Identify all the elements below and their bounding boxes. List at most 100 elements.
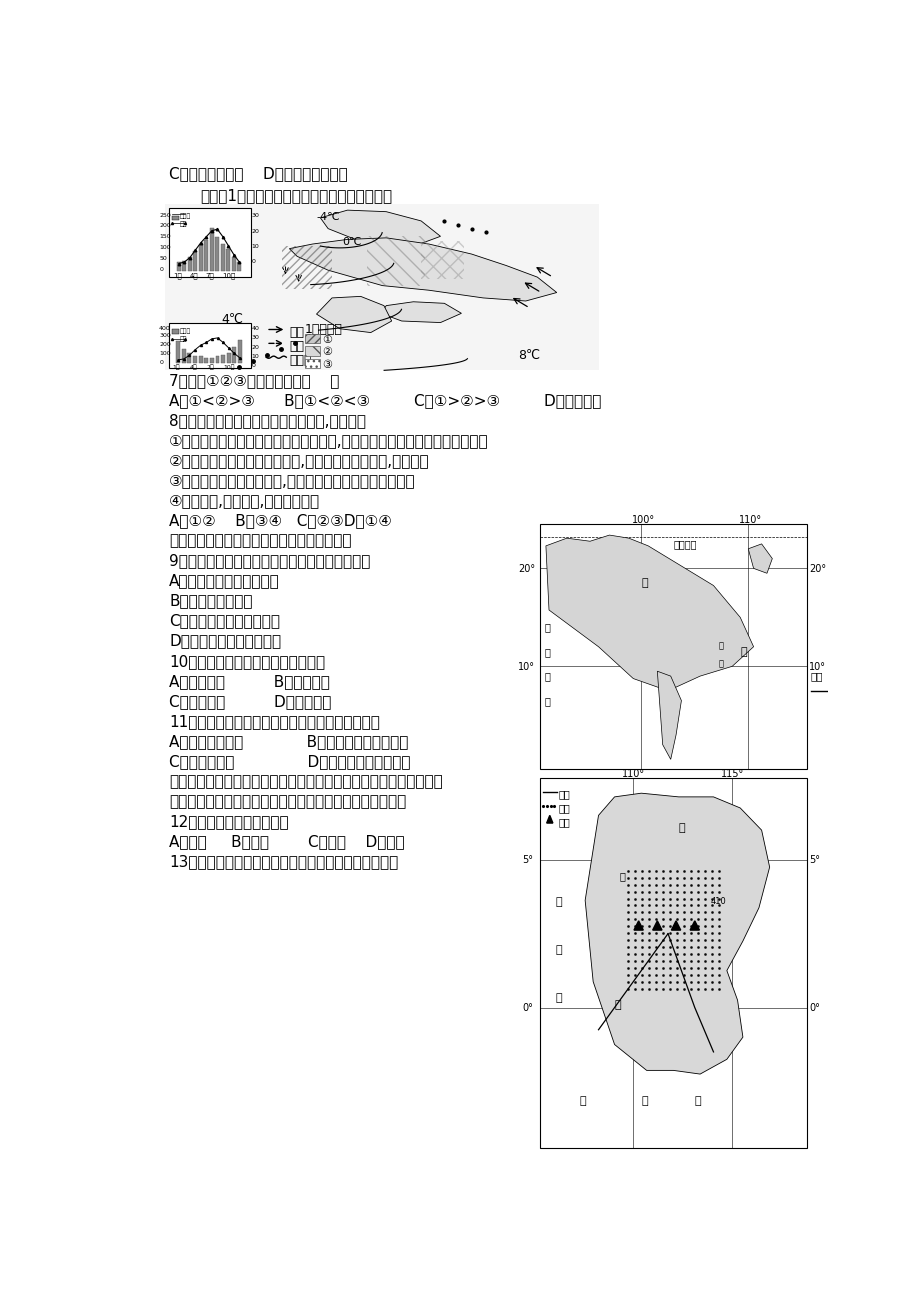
Polygon shape <box>289 238 556 301</box>
Text: 10°: 10° <box>809 661 825 672</box>
Text: D．东南信风带来丰沛水汽: D．东南信风带来丰沛水汽 <box>169 634 281 648</box>
Bar <box>204 241 208 271</box>
Text: ②濑户内海沿岸由于地形的影响,无论是夏季还是冬季,降水都少: ②濑户内海沿岸由于地形的影响,无论是夏季还是冬季,降水都少 <box>169 453 429 469</box>
Bar <box>169 208 250 277</box>
Text: 0°: 0° <box>522 1003 533 1013</box>
Text: -4℃: -4℃ <box>316 212 340 221</box>
Text: 10: 10 <box>251 243 259 249</box>
Bar <box>215 357 220 362</box>
Text: 100: 100 <box>159 245 171 250</box>
Polygon shape <box>652 921 662 930</box>
Text: 0: 0 <box>251 363 255 367</box>
Polygon shape <box>747 544 771 573</box>
Text: 20°: 20° <box>517 564 535 574</box>
Text: 4℃: 4℃ <box>221 314 243 327</box>
Text: 爪: 爪 <box>579 1096 585 1107</box>
Text: 气温: 气温 <box>180 221 187 227</box>
Text: 10月: 10月 <box>221 272 235 279</box>
Bar <box>539 779 806 1148</box>
Text: 200: 200 <box>159 342 171 348</box>
Text: 40: 40 <box>251 326 259 331</box>
Text: 0: 0 <box>251 259 255 264</box>
Text: 1月: 1月 <box>173 272 181 279</box>
Text: 12．岛上地势最低的区域是: 12．岛上地势最低的区域是 <box>169 814 289 829</box>
Text: 400: 400 <box>159 326 171 331</box>
Bar <box>539 525 806 769</box>
Bar <box>421 241 463 280</box>
Bar <box>204 358 208 362</box>
Text: 北回归线: 北回归线 <box>673 539 696 549</box>
Text: 乙: 乙 <box>641 578 647 589</box>
Text: 200: 200 <box>159 223 171 228</box>
Polygon shape <box>316 297 391 332</box>
Text: 4月: 4月 <box>189 272 198 279</box>
Text: 20: 20 <box>251 345 259 350</box>
Bar <box>304 346 320 355</box>
Text: 110°: 110° <box>738 516 761 525</box>
Text: 30: 30 <box>251 335 259 340</box>
Text: 降水量: 降水量 <box>180 328 191 335</box>
Text: ①受海陆位置、季风和洋流等因素的影响,亚热带季风气候北界的纬度比我国高: ①受海陆位置、季风和洋流等因素的影响,亚热带季风气候北界的纬度比我国高 <box>169 434 488 448</box>
Bar <box>182 260 187 271</box>
Text: 0℃: 0℃ <box>342 237 361 247</box>
Polygon shape <box>320 210 440 246</box>
Text: 1月: 1月 <box>173 365 180 370</box>
Text: 气温: 气温 <box>180 336 187 342</box>
Text: 150: 150 <box>159 234 171 240</box>
Text: A．①<②>③      B．①<②<③         C．①>②>③         D．不能确定: A．①<②>③ B．①<②<③ C．①>②>③ D．不能确定 <box>169 393 601 409</box>
Text: 南: 南 <box>678 823 685 833</box>
Bar <box>169 323 250 368</box>
Bar <box>193 357 197 362</box>
Text: 100: 100 <box>159 352 171 355</box>
Bar <box>210 358 213 362</box>
Bar <box>221 355 225 362</box>
Text: C．生产规模大               D．粮食单位面积产量高: C．生产规模大 D．粮食单位面积产量高 <box>169 754 410 768</box>
Text: 7．图例①②③的数值关系是（    ）: 7．图例①②③的数值关系是（ ） <box>169 374 339 388</box>
Polygon shape <box>545 535 753 691</box>
Bar <box>237 263 241 271</box>
Text: 8．下列关于日本区域地理特征的说法,正确的是: 8．下列关于日本区域地理特征的说法,正确的是 <box>169 414 366 428</box>
Text: 甲: 甲 <box>740 647 746 656</box>
Text: 爪: 爪 <box>555 897 562 906</box>
Bar <box>193 250 197 271</box>
Text: 10．甲地地貌形成的外力作用主要是: 10．甲地地貌形成的外力作用主要是 <box>169 654 325 669</box>
Text: 0: 0 <box>159 267 163 272</box>
Text: 5°: 5° <box>522 855 533 865</box>
Text: 50: 50 <box>159 256 166 262</box>
Text: 寒流: 寒流 <box>289 340 304 353</box>
Text: 10月: 10月 <box>223 365 234 370</box>
Text: 泰: 泰 <box>718 642 723 651</box>
Text: ③: ③ <box>323 359 333 370</box>
Bar <box>199 245 202 271</box>
Text: ④河流众多,降水丰富,内河航运发达: ④河流众多,降水丰富,内河航运发达 <box>169 493 320 509</box>
Text: ①: ① <box>323 335 333 345</box>
Text: 等温线: 等温线 <box>289 354 312 367</box>
Text: 河流: 河流 <box>810 672 823 681</box>
Text: 曼: 曼 <box>544 672 550 681</box>
Bar <box>226 249 230 271</box>
Text: A．①②    B．③④   C．②③D．①④: A．①② B．③④ C．②③D．①④ <box>169 513 391 529</box>
Bar <box>227 353 231 362</box>
Polygon shape <box>671 921 680 930</box>
Polygon shape <box>546 815 552 823</box>
Text: A．盛行西风受到地形抬升: A．盛行西风受到地形抬升 <box>169 574 279 589</box>
Text: 10°: 10° <box>517 661 535 672</box>
Text: 暖流: 暖流 <box>289 327 304 340</box>
Bar <box>176 341 180 362</box>
Bar <box>171 329 179 335</box>
Bar <box>238 340 242 362</box>
Bar <box>233 348 236 362</box>
Bar <box>171 216 179 220</box>
Bar <box>367 237 425 286</box>
Text: 7月: 7月 <box>206 365 214 370</box>
Text: 沼泽: 沼泽 <box>558 803 570 812</box>
Polygon shape <box>689 921 698 930</box>
Polygon shape <box>657 672 681 759</box>
Text: A．东部     B．北部        C．中部    D．南部: A．东部 B．北部 C．中部 D．南部 <box>169 833 404 849</box>
Text: 5°: 5° <box>809 855 820 865</box>
Text: 哇: 哇 <box>555 945 562 954</box>
Text: 10: 10 <box>251 354 259 358</box>
Text: ②: ② <box>323 348 333 357</box>
Text: 1月降水量: 1月降水量 <box>304 323 343 336</box>
Text: 哇: 哇 <box>641 1096 647 1107</box>
